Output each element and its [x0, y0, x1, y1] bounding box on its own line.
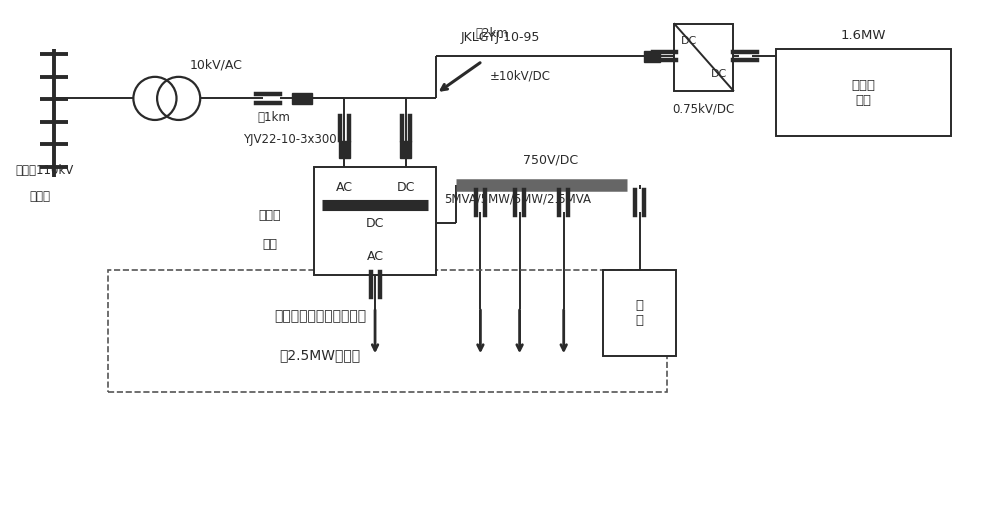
Text: 集中式
光伏: 集中式 光伏: [852, 78, 876, 107]
Text: 电站: 电站: [262, 238, 277, 251]
Bar: [292, 93, 312, 104]
Text: 1.6MW: 1.6MW: [841, 29, 886, 41]
Text: 0.75kV/DC: 0.75kV/DC: [673, 102, 735, 116]
Bar: [674, 24, 733, 91]
Text: 5MVA/5MW/5MW/2.5MVA: 5MVA/5MW/5MW/2.5MVA: [444, 193, 591, 206]
Text: DC: DC: [681, 36, 697, 46]
Text: AC: AC: [367, 250, 384, 263]
Text: 剨2km: 剨2km: [476, 27, 508, 40]
Bar: [603, 270, 676, 356]
Text: 储
能: 储 能: [636, 299, 644, 327]
Text: 剨1km: 剨1km: [257, 111, 290, 124]
Text: 云计算110kV: 云计算110kV: [16, 164, 74, 177]
Text: JKLGYJ-10-95: JKLGYJ-10-95: [460, 31, 540, 45]
Bar: [339, 140, 350, 158]
Text: 750V/DC: 750V/DC: [523, 154, 578, 167]
Bar: [776, 49, 951, 136]
Text: DC: DC: [366, 217, 384, 229]
Bar: [644, 51, 660, 61]
Text: DC: DC: [396, 181, 415, 194]
Text: 柔性变: 柔性变: [258, 209, 281, 222]
Text: 小二台创新研发展示中心: 小二台创新研发展示中心: [274, 310, 366, 323]
Text: （2.5MW负荷）: （2.5MW负荷）: [280, 349, 361, 363]
Text: AC: AC: [336, 181, 353, 194]
Bar: [108, 270, 667, 392]
Text: YJV22-10-3x300: YJV22-10-3x300: [243, 132, 337, 146]
Text: 变电站: 变电站: [30, 190, 51, 202]
Bar: [314, 167, 436, 275]
Text: DC: DC: [710, 69, 727, 79]
Bar: [400, 140, 411, 158]
Text: ±10kV/DC: ±10kV/DC: [490, 69, 551, 82]
Text: 10kV/AC: 10kV/AC: [189, 59, 242, 72]
